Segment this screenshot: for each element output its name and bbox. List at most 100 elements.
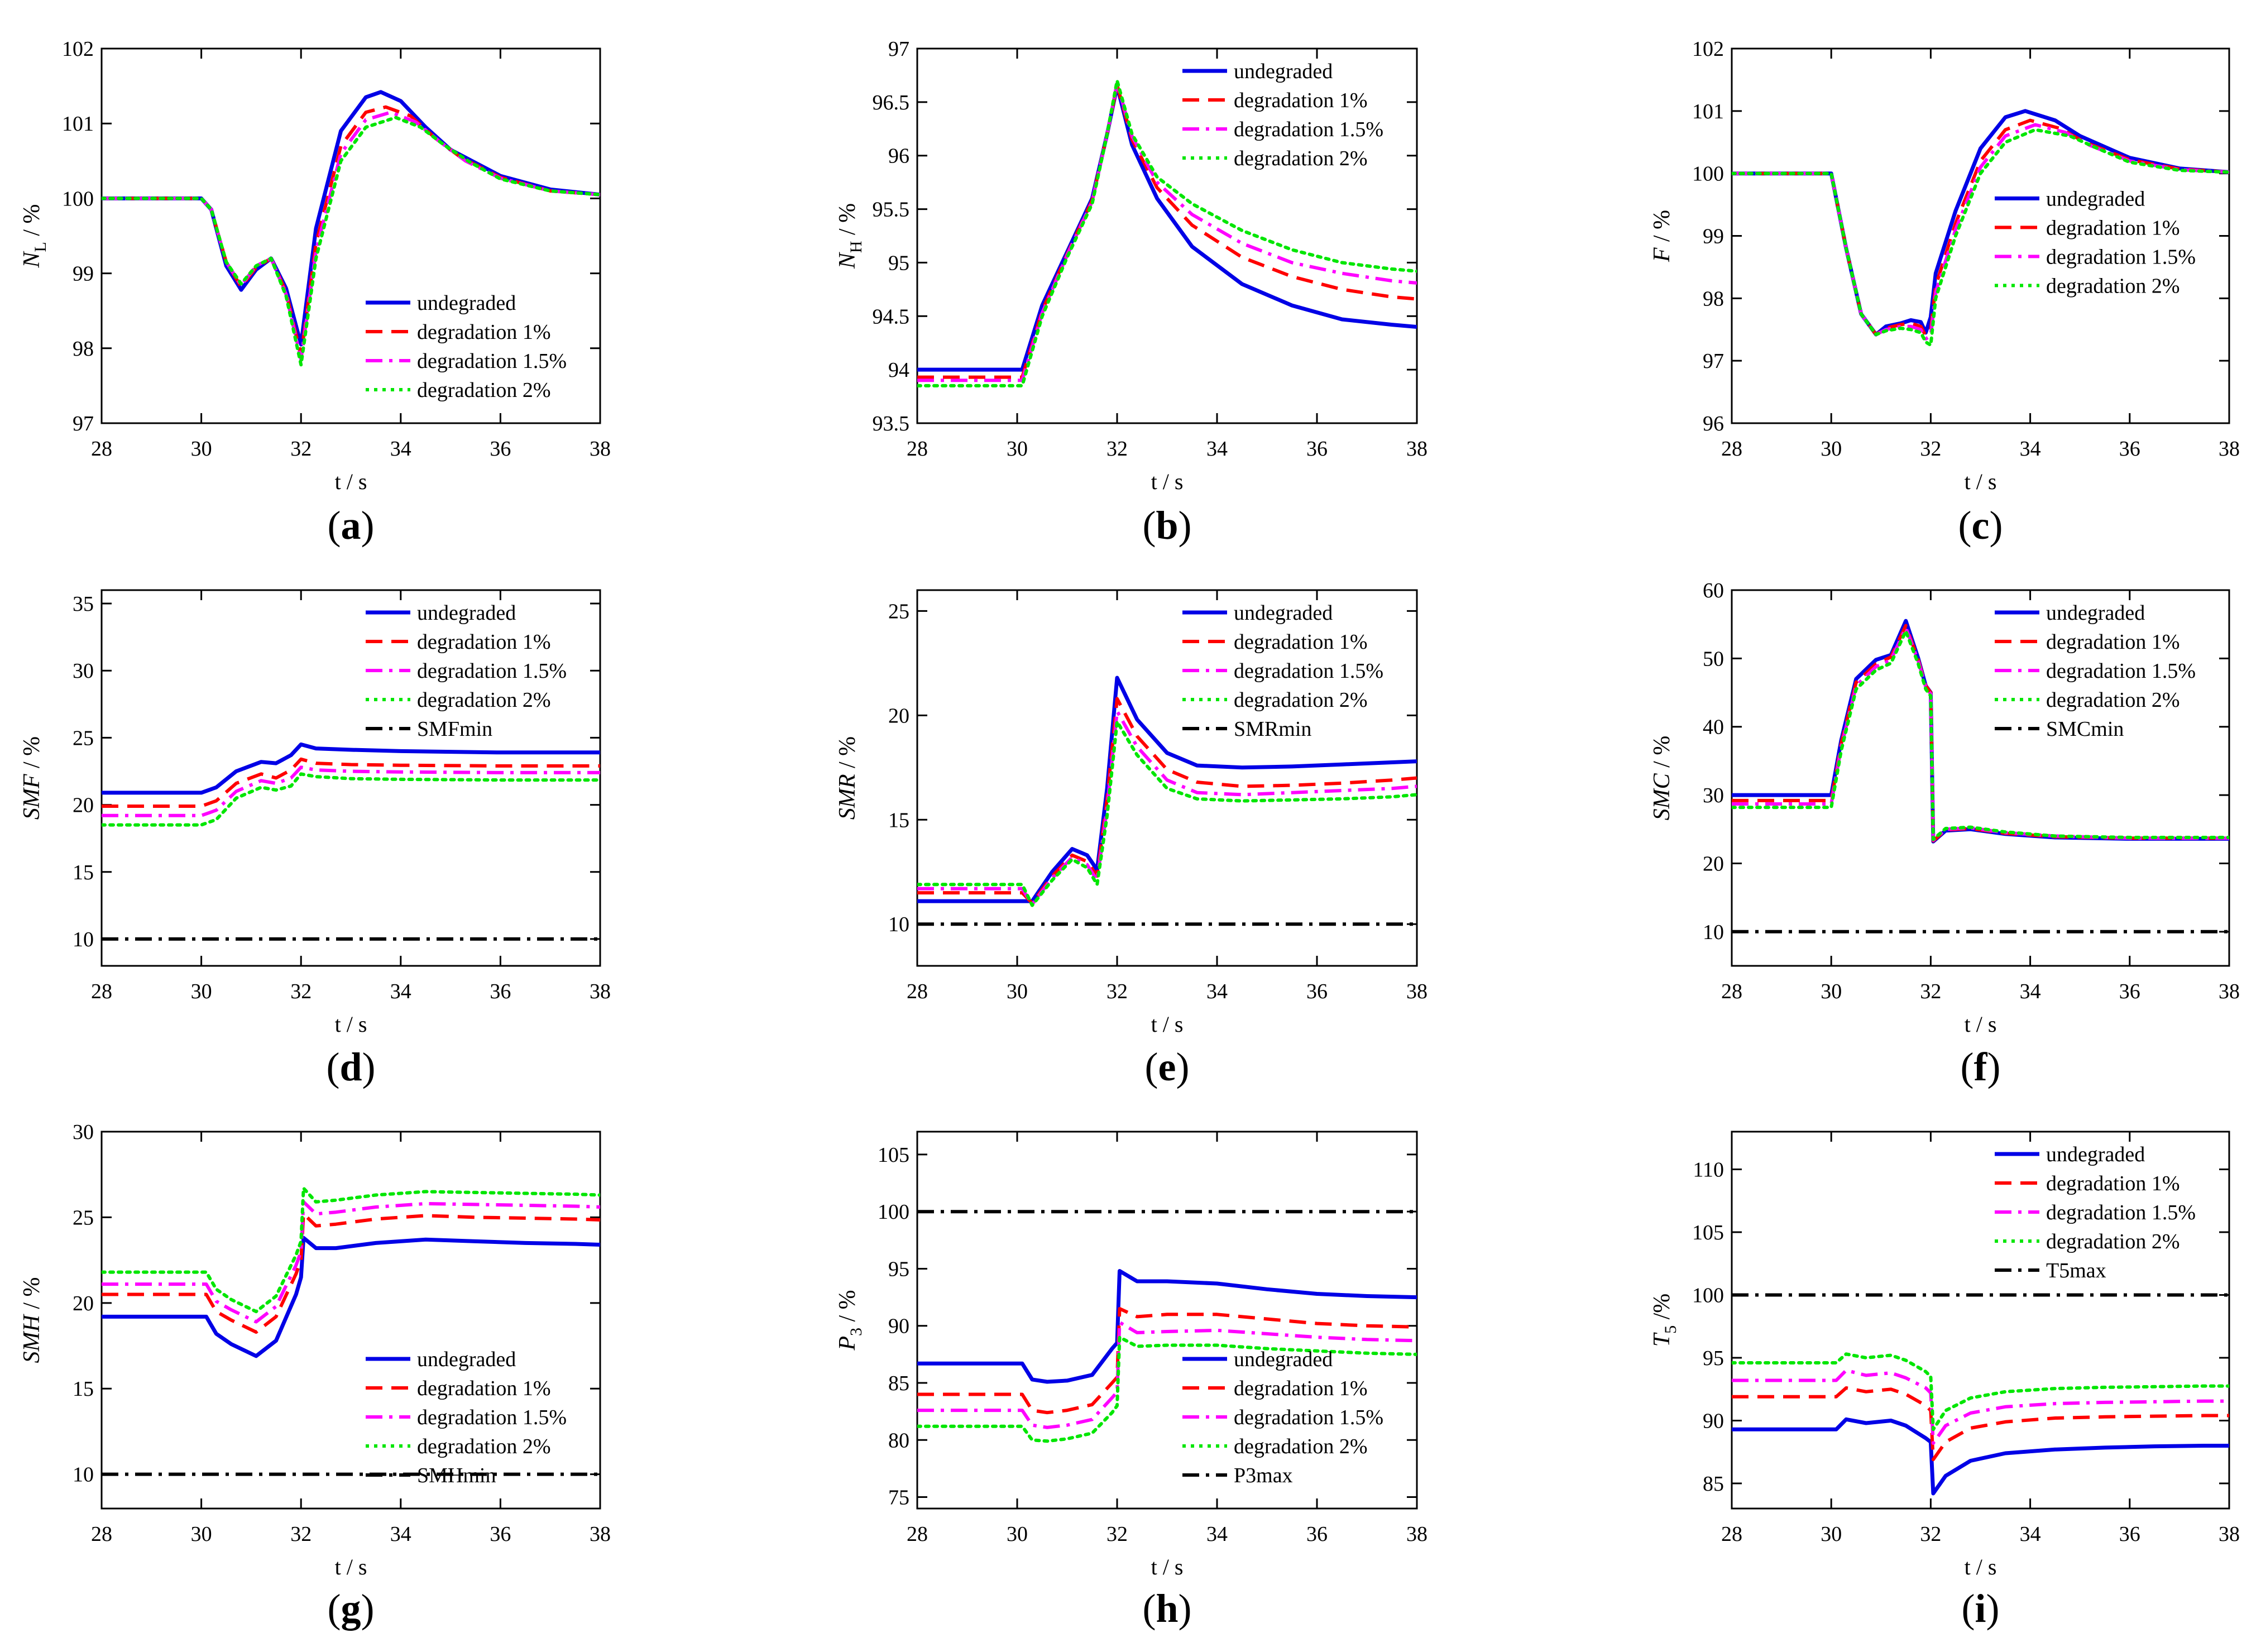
x-tick-label: 36: [2119, 437, 2140, 461]
panel-label-text: (f): [1961, 1045, 2001, 1089]
legend-entry: degradation 1.5%: [2046, 245, 2196, 269]
series-line-degradation-1-5-: [102, 765, 600, 817]
x-tick-label: 34: [1206, 437, 1228, 461]
x-tick-label: 36: [1306, 437, 1328, 461]
panel-label: (e): [1145, 1045, 1190, 1089]
x-tick-label: 32: [290, 437, 312, 461]
series-line-undegraded: [917, 84, 1417, 372]
y-axis-label-unit: / %: [835, 736, 860, 774]
legend-entry: degradation 2%: [2046, 1230, 2180, 1253]
x-axis-label: t / s: [335, 1012, 367, 1037]
x-tick-label: 28: [91, 980, 112, 1003]
y-tick-label: 10: [73, 928, 94, 951]
x-tick-label: 36: [1306, 980, 1328, 1003]
legend-entry: degradation 2%: [1234, 688, 1368, 712]
legend-entry: undegraded: [2046, 187, 2145, 210]
x-tick-label: 32: [1106, 980, 1128, 1003]
y-tick-label: 20: [1703, 852, 1724, 875]
y-axis-label-sub: L: [31, 242, 50, 252]
y-tick-label: 102: [1692, 37, 1724, 61]
y-axis-label-main: F: [1649, 247, 1675, 262]
x-tick-label: 36: [490, 1522, 511, 1546]
x-tick-label: 30: [1821, 1522, 1842, 1546]
panel-label-letter: g: [341, 1586, 361, 1631]
series-line-undegraded: [102, 742, 600, 795]
legend-entry: SMFmin: [417, 717, 492, 741]
series-line-degradation-1-: [102, 1212, 600, 1334]
y-axis-label-unit: / %: [19, 736, 45, 774]
panel-label-letter: i: [1975, 1586, 1986, 1631]
panel-label-letter: b: [1156, 503, 1178, 548]
panel-label-paren: ): [1176, 1045, 1189, 1089]
panel-label: (c): [1958, 503, 2003, 548]
y-axis-label-main: N: [835, 252, 860, 269]
y-axis-label: SMR / %: [835, 736, 860, 820]
panel-label: (f): [1961, 1045, 2001, 1089]
plot-frame: [916, 47, 1418, 424]
x-tick-label: 28: [907, 980, 928, 1003]
y-axis-label-unit: / %: [835, 1290, 860, 1328]
panel-label-paren: (: [1142, 1586, 1156, 1631]
y-tick-label: 99: [73, 262, 94, 286]
y-tick-label: 75: [888, 1486, 909, 1510]
x-axis-label: t / s: [1965, 1554, 1997, 1579]
series-line-degradation-1-: [917, 1307, 1417, 1415]
y-tick-label: 80: [888, 1429, 909, 1452]
y-tick-label: 98: [73, 337, 94, 361]
plot-frame: [1731, 589, 2230, 967]
chart-panel-i: 28 30 32 34 36 38 85 90 95 100 105 110 t / s T5 /% und…: [1649, 1131, 2240, 1631]
y-axis-label-sub: 5: [1661, 1325, 1680, 1334]
x-tick-label: 32: [1920, 437, 1941, 461]
legend-entry: degradation 1%: [1234, 89, 1368, 112]
chart-panel-g: 28 30 32 34 36 38 10 15 20 25 30 t / s SMH / % undegr…: [19, 1121, 611, 1631]
y-tick-label: 60: [1703, 579, 1724, 602]
x-tick-label: 28: [91, 437, 112, 461]
panel-label-text: (i): [1962, 1586, 2000, 1631]
y-tick-label: 101: [62, 112, 94, 136]
panel-label-paren: (: [326, 1045, 339, 1089]
y-tick-label: 105: [1692, 1221, 1724, 1244]
panel-label: (a): [328, 503, 375, 548]
legend-entry: degradation 1.5%: [1234, 1406, 1383, 1429]
panel-label-paren: ): [1179, 503, 1192, 548]
series-group: [102, 90, 600, 367]
panel-label: (h): [1142, 1586, 1191, 1631]
legend-entry: undegraded: [417, 601, 516, 625]
series-line-degradation-2-: [1732, 1352, 2229, 1431]
y-tick-label: 95: [888, 1257, 909, 1281]
series-line-undegraded: [917, 1269, 1417, 1384]
x-tick-label: 34: [390, 980, 411, 1003]
y-tick-label: 30: [73, 1121, 94, 1144]
series-group: [917, 79, 1417, 387]
chart-panel-b: 28 30 32 34 36 38 93.5 94 94.5 95 95.5 96 96.5 97 t / …: [835, 37, 1428, 548]
y-tick-label: 20: [888, 704, 909, 727]
series-line-degradation-2-: [917, 720, 1417, 907]
legend-entry: degradation 2%: [1234, 147, 1368, 170]
legend: undegraded degradation 1% degradation 1.5%…: [1182, 60, 1383, 170]
legend-entry: undegraded: [1234, 601, 1333, 625]
x-tick-label: 38: [590, 980, 611, 1003]
x-tick-label: 36: [490, 437, 511, 461]
legend-entry: degradation 2%: [417, 688, 551, 712]
y-axis-label: P3 / %: [835, 1290, 865, 1351]
y-axis-label: F / %: [1649, 210, 1675, 262]
x-tick-label: 34: [390, 1522, 411, 1546]
panel-label-letter: f: [1974, 1045, 1988, 1089]
legend-entry: degradation 2%: [417, 379, 551, 402]
legend-entry: SMHmin: [417, 1464, 496, 1487]
panel-label: (i): [1962, 1586, 2000, 1631]
legend-entry: degradation 1.5%: [417, 659, 567, 683]
chart-panel-d: 28 30 32 34 36 38 10 15 20 25 30 35 t / s SMF / % unde…: [19, 589, 611, 1089]
x-tick-label: 28: [1721, 437, 1742, 461]
panel-label: (d): [326, 1045, 375, 1089]
x-axis-label: t / s: [1151, 1554, 1184, 1579]
y-tick-label: 96.5: [873, 91, 910, 114]
legend-entry: degradation 1.5%: [1234, 118, 1383, 141]
y-axis-label: SMF / %: [19, 736, 45, 820]
series-line-undegraded: [1732, 1417, 2229, 1496]
y-tick-label: 93.5: [873, 412, 910, 435]
legend-entry: SMCmin: [2046, 717, 2124, 741]
legend-entry: P3max: [1234, 1464, 1293, 1487]
x-tick-label: 34: [390, 437, 411, 461]
x-axis-label: t / s: [1151, 469, 1184, 494]
